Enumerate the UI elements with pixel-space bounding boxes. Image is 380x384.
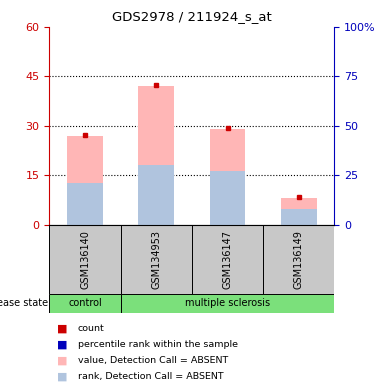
Bar [281,209,317,225]
Bar [67,183,103,225]
Text: rank, Detection Call = ABSENT: rank, Detection Call = ABSENT [78,372,223,381]
Text: ■: ■ [57,356,68,366]
Bar [49,294,121,313]
Bar [138,166,174,225]
Text: count: count [78,324,104,333]
Bar [210,171,245,225]
Bar [281,198,317,225]
Bar [263,225,334,294]
Text: GSM134953: GSM134953 [151,230,161,289]
Bar [67,136,103,225]
Text: ■: ■ [57,372,68,382]
Text: GSM136147: GSM136147 [223,230,233,289]
Text: disease state: disease state [0,298,48,308]
Bar [192,225,263,294]
Title: GDS2978 / 211924_s_at: GDS2978 / 211924_s_at [112,10,272,23]
Text: percentile rank within the sample: percentile rank within the sample [78,340,238,349]
Bar [138,86,174,225]
Text: GSM136140: GSM136140 [80,230,90,289]
Text: GSM136149: GSM136149 [294,230,304,289]
Text: ■: ■ [57,339,68,349]
Text: control: control [68,298,102,308]
Bar [121,294,334,313]
Text: ■: ■ [57,323,68,333]
Bar [121,225,192,294]
Bar [49,225,121,294]
Text: value, Detection Call = ABSENT: value, Detection Call = ABSENT [78,356,228,365]
Bar [210,129,245,225]
Text: multiple sclerosis: multiple sclerosis [185,298,270,308]
